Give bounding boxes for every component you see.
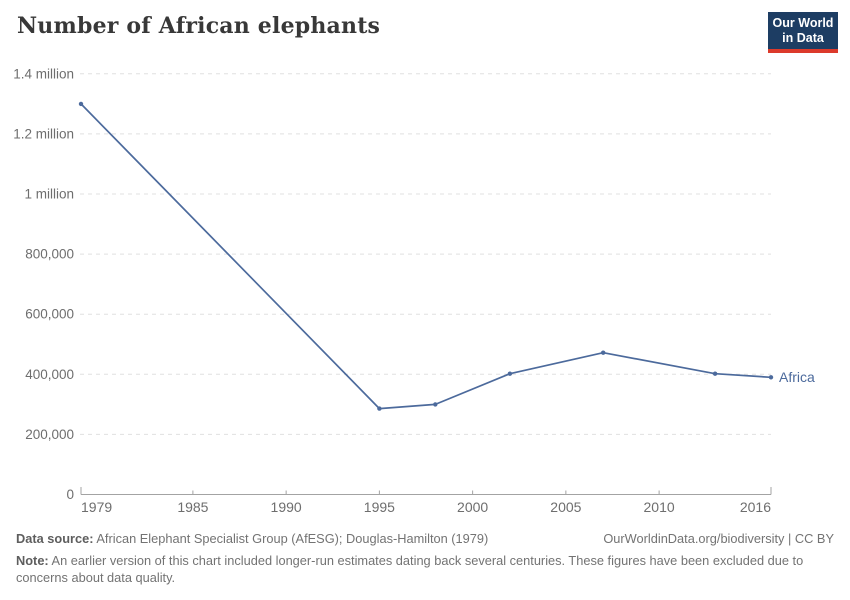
data-source-text: African Elephant Specialist Group (AfESG… bbox=[93, 531, 489, 546]
owid-logo[interactable]: Our World in Data bbox=[768, 12, 838, 53]
y-tick-label: 1.4 million bbox=[13, 66, 74, 81]
series-end-label[interactable]: Africa bbox=[779, 369, 815, 385]
footer-source-row: Data source: African Elephant Specialist… bbox=[16, 531, 834, 546]
x-tick-label: 2010 bbox=[644, 499, 675, 515]
line-chart[interactable]: 0 200,000 400,000 600,000 800,000 1 million 1.… bbox=[0, 0, 850, 528]
data-source-line: Data source: African Elephant Specialist… bbox=[16, 531, 488, 546]
x-tick-label: 2000 bbox=[457, 499, 488, 515]
y-tick-label: 800,000 bbox=[25, 247, 74, 262]
y-tick-label: 400,000 bbox=[25, 367, 74, 382]
x-tick-label: 1995 bbox=[364, 499, 395, 515]
note-text: An earlier version of this chart include… bbox=[16, 553, 804, 585]
y-tick-label: 0 bbox=[66, 487, 74, 502]
data-point-1998[interactable] bbox=[433, 402, 438, 407]
data-point-1995[interactable] bbox=[377, 406, 382, 411]
africa-line-series[interactable] bbox=[80, 103, 772, 410]
data-point-1979[interactable] bbox=[78, 101, 84, 107]
owid-logo-line1: Our World bbox=[772, 16, 834, 30]
data-source-label: Data source: bbox=[16, 531, 94, 546]
footer-note: Note: An earlier version of this chart i… bbox=[16, 553, 810, 586]
x-tick-label: 2005 bbox=[550, 499, 581, 515]
data-point-2007[interactable] bbox=[601, 350, 606, 355]
note-label: Note: bbox=[16, 553, 49, 568]
data-point-2002[interactable] bbox=[507, 371, 513, 376]
y-tick-label: 600,000 bbox=[25, 307, 74, 322]
x-tick-label: 1985 bbox=[177, 499, 208, 515]
owid-logo-line2: in Data bbox=[782, 31, 824, 45]
data-point-2013[interactable] bbox=[712, 371, 718, 376]
y-tick-label: 1 million bbox=[24, 187, 74, 202]
x-tick-label: 1990 bbox=[271, 499, 302, 515]
y-tick-label: 200,000 bbox=[25, 427, 74, 442]
y-tick-label: 1.2 million bbox=[13, 126, 74, 141]
data-point-2016[interactable] bbox=[768, 375, 774, 380]
attribution-link[interactable]: OurWorldinData.org/biodiversity | CC BY bbox=[603, 531, 834, 546]
x-tick-label: 2016 bbox=[740, 499, 771, 515]
page-title: Number of African elephants bbox=[17, 13, 381, 39]
x-tick-label: 1979 bbox=[81, 499, 112, 515]
